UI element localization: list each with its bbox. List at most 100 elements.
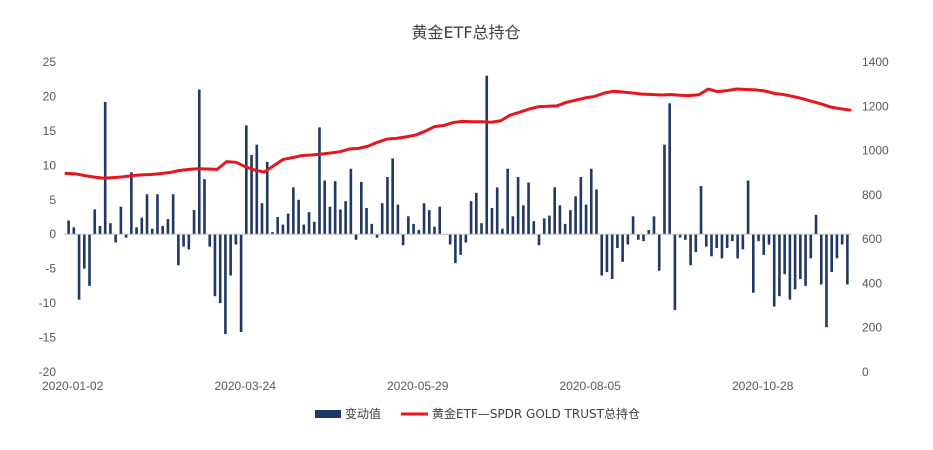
change-bar [401, 234, 405, 246]
change-bar [156, 194, 159, 235]
change-bar [814, 214, 818, 235]
change-bar [192, 210, 196, 235]
change-bar [605, 234, 609, 273]
change-bar [323, 180, 327, 235]
change-bar [725, 234, 729, 248]
change-bar [103, 101, 107, 235]
change-bar [741, 234, 745, 250]
change-bar [292, 187, 295, 235]
change-bar [286, 213, 290, 235]
right-tick-label: 0 [862, 365, 869, 379]
change-bar [208, 234, 212, 247]
left-tick-label: 25 [43, 55, 57, 69]
change-bar [699, 186, 703, 235]
change-bar [354, 234, 358, 240]
change-bar [422, 203, 426, 235]
change-bar [239, 234, 243, 333]
change-bar [386, 177, 389, 235]
change-bar [333, 181, 337, 235]
left-tick-label: 5 [49, 193, 56, 207]
left-tick-label: 10 [43, 158, 57, 172]
x-tick-label: 2020-03-24 [215, 379, 277, 393]
legend: 变动值 黄金ETF—SPDR GOLD TRUST总持仓 [315, 406, 640, 421]
change-bar [344, 201, 347, 235]
change-bar [328, 206, 332, 235]
change-bar [668, 103, 671, 235]
change-bar [82, 234, 86, 269]
change-bar [527, 182, 530, 235]
change-bar [490, 208, 494, 235]
change-bar [710, 234, 713, 257]
change-bar [140, 217, 144, 235]
change-bar [88, 234, 91, 286]
change-bar [678, 234, 682, 238]
change-bar [563, 223, 567, 235]
change-bar [501, 228, 504, 235]
change-bar [825, 234, 828, 328]
change-bar [835, 234, 839, 259]
change-bar [819, 234, 823, 285]
change-bar [511, 216, 515, 235]
change-bar [349, 168, 353, 235]
change-bar [187, 234, 191, 250]
change-bar [182, 234, 185, 247]
change-bar [558, 205, 562, 235]
change-bar [616, 234, 619, 248]
change-bar [752, 234, 755, 293]
change-bar [177, 234, 180, 266]
change-bar [72, 227, 76, 235]
left-tick-label: -20 [39, 365, 57, 379]
change-bar [365, 208, 368, 235]
change-bar [339, 209, 342, 235]
change-bar [736, 234, 739, 259]
change-bar [783, 234, 786, 275]
chart-title: 黄金ETF总持仓 [411, 23, 520, 42]
holdings-line [64, 87, 852, 180]
change-bar [516, 177, 520, 235]
change-bar [224, 234, 227, 335]
legend-bar-label: 变动值 [345, 406, 381, 421]
change-bar [396, 204, 400, 235]
change-bar [663, 144, 666, 235]
change-bar [130, 172, 133, 235]
change-bar [427, 210, 431, 235]
right-tick-label: 400 [862, 276, 882, 290]
change-bar [809, 234, 813, 259]
change-bar [542, 218, 546, 235]
change-bar [704, 234, 708, 247]
change-bar [412, 223, 415, 235]
change-bar [746, 180, 750, 235]
change-bar [631, 216, 635, 235]
change-bar [537, 234, 541, 246]
right-tick-label: 1400 [862, 55, 889, 69]
change-bar [119, 206, 123, 235]
change-bar [480, 223, 483, 235]
change-bar [652, 216, 656, 235]
change-bar [438, 206, 442, 235]
change-bar [271, 232, 274, 235]
right-tick-label: 1200 [862, 99, 889, 113]
change-bar [642, 234, 645, 242]
change-bar [793, 234, 797, 290]
x-tick-label: 2020-08-05 [560, 379, 622, 393]
change-bar [297, 199, 300, 235]
change-bar [673, 234, 677, 310]
change-bar [830, 234, 834, 273]
change-bar [757, 234, 760, 242]
change-bar [731, 234, 734, 242]
change-bar [579, 177, 583, 235]
change-bar [302, 224, 306, 235]
change-bar [375, 234, 379, 238]
change-bar [145, 194, 149, 235]
change-bar [433, 226, 436, 235]
left-tick-label: 20 [43, 89, 57, 103]
change-bar [124, 234, 128, 238]
change-bar [469, 201, 473, 235]
left-tick-label: -5 [45, 262, 56, 276]
change-bar [454, 234, 457, 264]
left-tick-label: 15 [43, 124, 57, 138]
change-bar [459, 234, 462, 255]
change-bar [574, 196, 577, 235]
change-bar [840, 234, 844, 245]
